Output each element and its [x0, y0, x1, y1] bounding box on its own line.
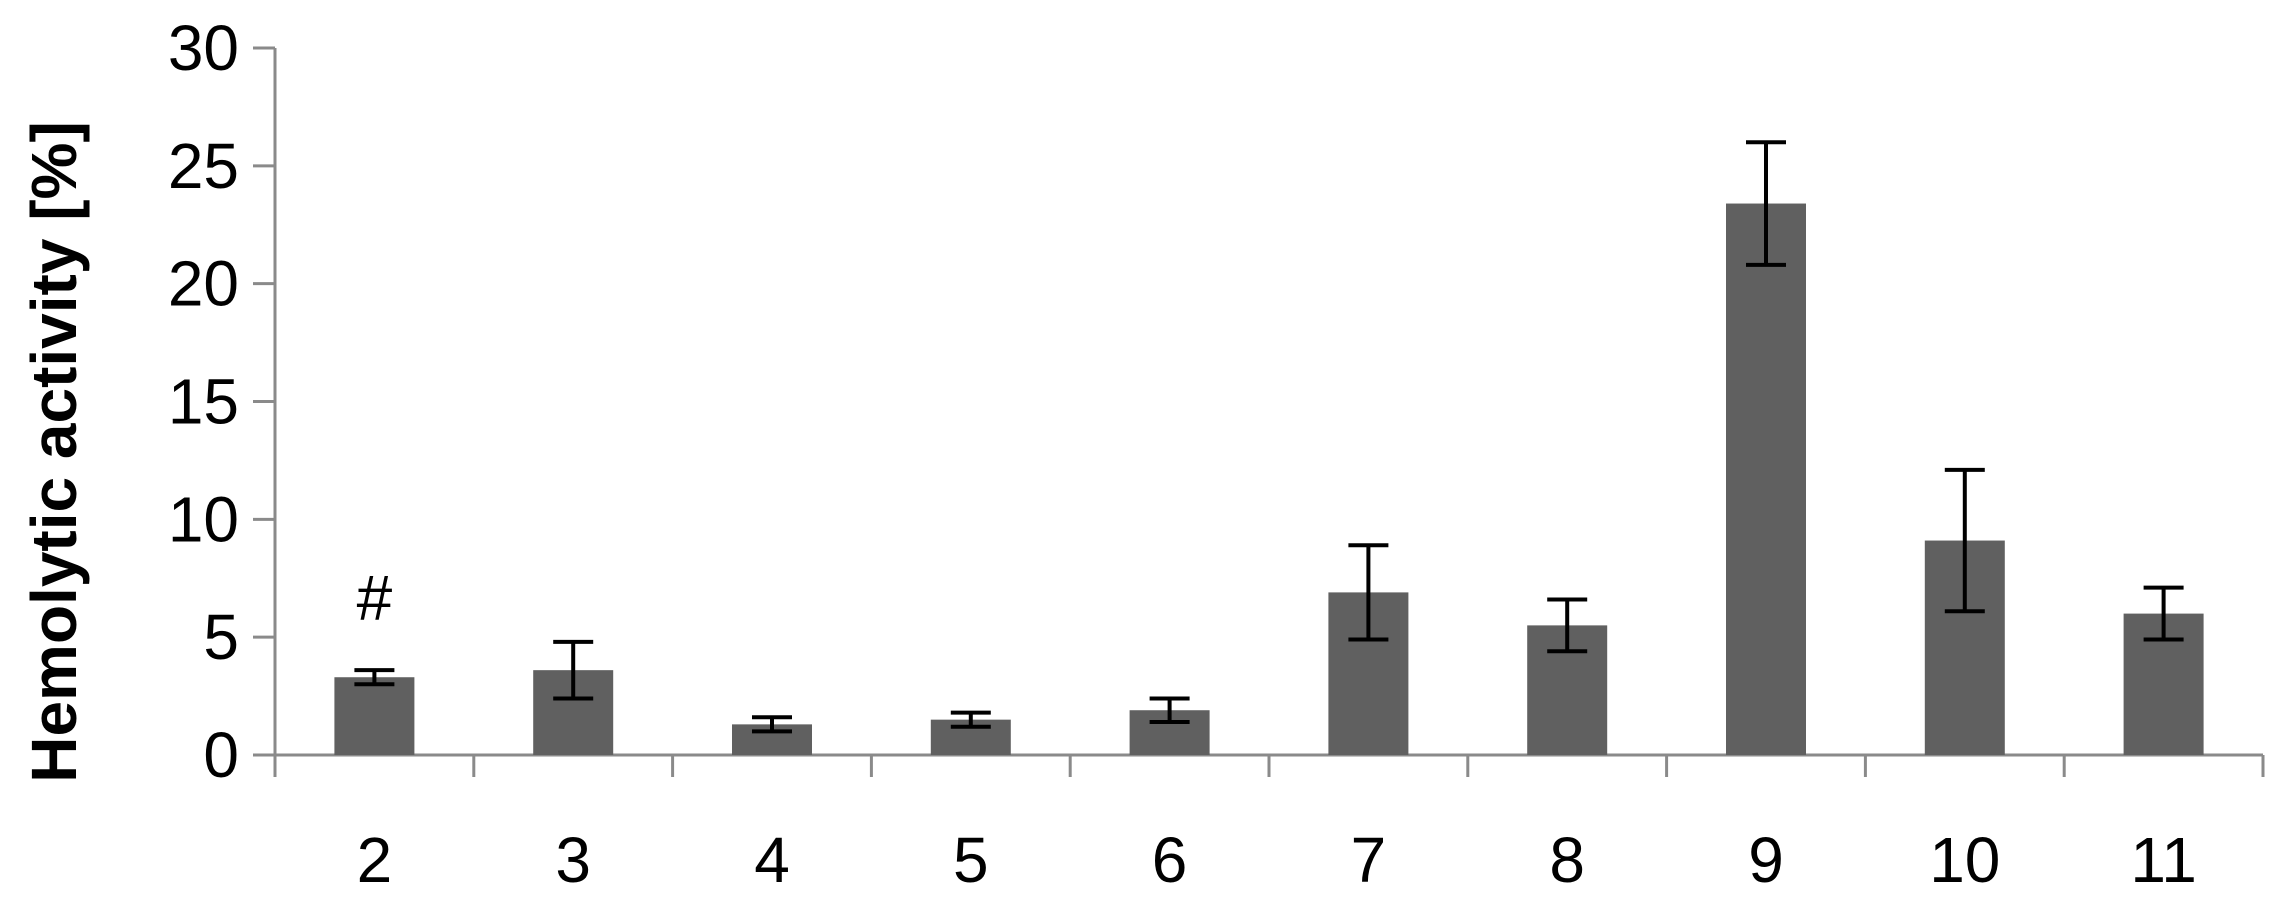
y-tick-label: 25 — [168, 130, 239, 202]
x-tick-label: 8 — [1549, 824, 1585, 896]
bars — [334, 203, 2204, 756]
x-tick-label: 5 — [953, 824, 989, 896]
x-tick-label: 11 — [2130, 824, 2196, 896]
x-tick-label: 10 — [1929, 824, 2000, 896]
y-tick-label: 30 — [168, 12, 239, 84]
x-axis: 2 3 4 5 6 7 8 9 10 11 — [273, 753, 2265, 896]
x-tick-label: 2 — [357, 824, 393, 896]
x-tick-label: 7 — [1351, 824, 1387, 896]
y-axis-label: Hemolytic activity [%] — [18, 121, 90, 783]
annotation-mark: # — [357, 562, 393, 634]
error-bars — [354, 140, 2184, 734]
y-tick-label: 20 — [168, 248, 239, 320]
bar — [334, 677, 415, 755]
annotations: # — [357, 562, 393, 634]
y-tick-label: 5 — [203, 601, 239, 673]
x-tick-label: 3 — [555, 824, 591, 896]
y-tick-label: 0 — [203, 719, 239, 791]
x-tick-label: 9 — [1748, 824, 1784, 896]
x-tick-label: 6 — [1152, 824, 1188, 896]
y-tick-label: 15 — [168, 366, 239, 438]
x-tick-label: 4 — [754, 824, 790, 896]
y-tick-label: 10 — [168, 483, 239, 555]
y-axis: 0 5 10 15 20 25 30 — [168, 12, 277, 791]
bar — [1726, 203, 1806, 756]
